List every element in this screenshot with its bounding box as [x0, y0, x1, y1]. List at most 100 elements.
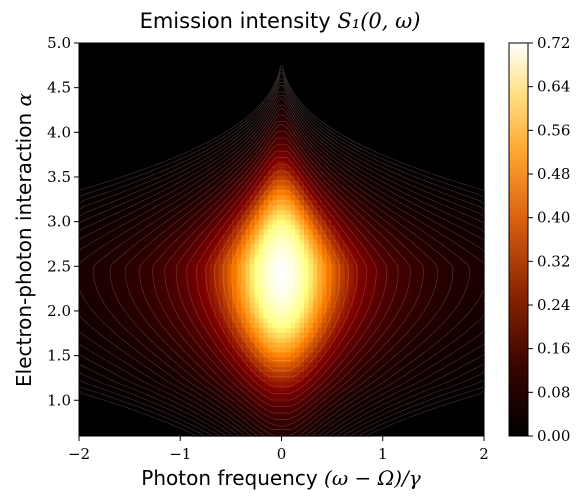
heatmap-cell: [277, 431, 283, 437]
heatmap-cell: [308, 116, 314, 123]
heatmap-cell: [227, 381, 233, 388]
heatmap-cell: [268, 332, 274, 339]
heatmap-cell: [385, 175, 391, 182]
heatmap-cell: [128, 264, 134, 270]
heatmap-cell: [452, 308, 458, 314]
heatmap-cell: [308, 146, 314, 152]
heatmap-cell: [322, 347, 328, 354]
heatmap-cell: [304, 224, 310, 231]
heatmap-cell: [326, 367, 332, 373]
heatmap-cell: [331, 244, 337, 250]
heatmap-cell: [398, 254, 404, 260]
heatmap-cell: [254, 323, 260, 329]
heatmap-cell: [457, 367, 463, 373]
heatmap-cell: [380, 357, 386, 363]
heatmap-cell: [326, 278, 332, 285]
heatmap-cell: [425, 180, 431, 187]
heatmap-cell: [326, 126, 332, 133]
heatmap-cell: [299, 288, 305, 295]
heatmap-cell: [358, 254, 364, 260]
heatmap-cell: [164, 224, 170, 231]
heatmap-cell: [227, 185, 233, 191]
heatmap-cell: [317, 318, 323, 324]
heatmap-cell: [115, 210, 121, 216]
heatmap-cell: [385, 273, 391, 280]
heatmap-cell: [295, 318, 301, 324]
heatmap-cell: [407, 362, 413, 368]
heatmap-cell: [277, 165, 283, 172]
heatmap-cell: [398, 224, 404, 231]
heatmap-cell: [272, 377, 278, 383]
heatmap-cell: [457, 249, 463, 255]
heatmap-cell: [340, 298, 346, 304]
heatmap-cell: [259, 155, 265, 162]
heatmap-cell: [236, 249, 242, 255]
heatmap-cell: [322, 372, 328, 378]
heatmap-cell: [191, 431, 197, 437]
heatmap-cell: [394, 342, 400, 349]
heatmap-cell: [290, 278, 296, 285]
heatmap-cell: [394, 195, 400, 201]
heatmap-cell: [178, 293, 184, 300]
heatmap-cell: [254, 293, 260, 300]
heatmap-cell: [313, 406, 319, 413]
heatmap-cell: [88, 298, 94, 304]
heatmap-cell: [281, 205, 287, 211]
heatmap-cell: [254, 190, 260, 196]
heatmap-cell: [200, 219, 206, 226]
heatmap-cell: [79, 219, 85, 226]
heatmap-cell: [367, 391, 373, 398]
heatmap-cell: [268, 401, 274, 408]
heatmap-cell: [218, 175, 224, 182]
heatmap-cell: [88, 357, 94, 363]
heatmap-cell: [398, 313, 404, 319]
heatmap-cell: [362, 180, 368, 187]
heatmap-cell: [254, 362, 260, 368]
heatmap-cell: [182, 406, 188, 413]
heatmap-cell: [452, 337, 458, 344]
heatmap-cell: [259, 308, 265, 314]
heatmap-cell: [322, 416, 328, 422]
heatmap-cell: [173, 377, 179, 383]
heatmap-cell: [407, 195, 413, 201]
heatmap-cell: [268, 337, 274, 344]
heatmap-cell: [290, 372, 296, 378]
heatmap-cell: [335, 416, 341, 422]
heatmap-cell: [106, 377, 112, 383]
heatmap-cell: [394, 165, 400, 172]
heatmap-cell: [83, 254, 89, 260]
heatmap-cell: [272, 210, 278, 216]
heatmap-cell: [416, 249, 422, 255]
heatmap-cell: [416, 327, 422, 334]
heatmap-cell: [236, 155, 242, 162]
heatmap-cell: [389, 318, 395, 324]
heatmap-cell: [385, 229, 391, 236]
heatmap-cell: [286, 268, 292, 275]
heatmap-cell: [218, 239, 224, 246]
heatmap-cell: [173, 170, 179, 177]
heatmap-cell: [200, 332, 206, 339]
heatmap-cell: [133, 401, 139, 408]
heatmap-cell: [434, 391, 440, 398]
heatmap-cell: [304, 313, 310, 319]
heatmap-cell: [133, 210, 139, 216]
heatmap-cell: [106, 229, 112, 236]
heatmap-cell: [475, 342, 481, 349]
heatmap-cell: [272, 323, 278, 329]
heatmap-cell: [133, 337, 139, 344]
heatmap-cell: [358, 347, 364, 354]
heatmap-cell: [142, 254, 148, 260]
heatmap-cell: [398, 352, 404, 358]
heatmap-cell: [308, 155, 314, 162]
heatmap-cell: [470, 308, 476, 314]
heatmap-cell: [182, 200, 188, 206]
heatmap-cell: [385, 416, 391, 422]
heatmap-cell: [358, 273, 364, 280]
heatmap-cell: [425, 323, 431, 329]
heatmap-cell: [92, 357, 98, 363]
heatmap-cell: [380, 308, 386, 314]
heatmap-cell: [164, 219, 170, 226]
heatmap-cell: [295, 131, 301, 137]
heatmap-cell: [322, 288, 328, 295]
